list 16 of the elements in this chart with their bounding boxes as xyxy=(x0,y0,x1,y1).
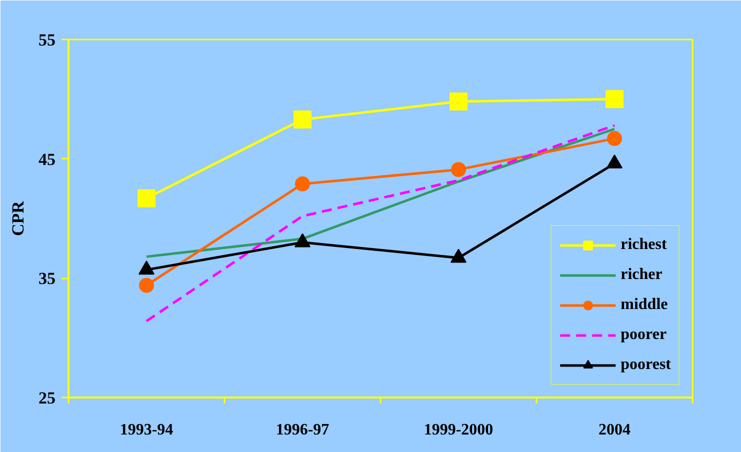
x-tick-label: 1999-2000 xyxy=(424,422,494,438)
legend-label: middle xyxy=(620,295,668,315)
y-tick-label: 45 xyxy=(38,150,56,169)
x-tick-label: 1996-97 xyxy=(276,422,330,438)
line-series xyxy=(145,124,616,322)
line-series xyxy=(145,128,616,258)
legend-label: richer xyxy=(620,265,662,285)
legend-label: richest xyxy=(620,235,667,255)
y-tick-label: 55 xyxy=(38,30,56,50)
x-tick-label: 1993-94 xyxy=(120,422,174,438)
y-tick-label: 35 xyxy=(38,269,56,288)
y-tick-label: 25 xyxy=(38,388,56,408)
x-tick-label: 2004 xyxy=(598,422,630,438)
y-axis-title: CPR xyxy=(8,200,28,236)
legend-label: poorest xyxy=(620,355,671,375)
legend-label: poorer xyxy=(620,325,667,345)
